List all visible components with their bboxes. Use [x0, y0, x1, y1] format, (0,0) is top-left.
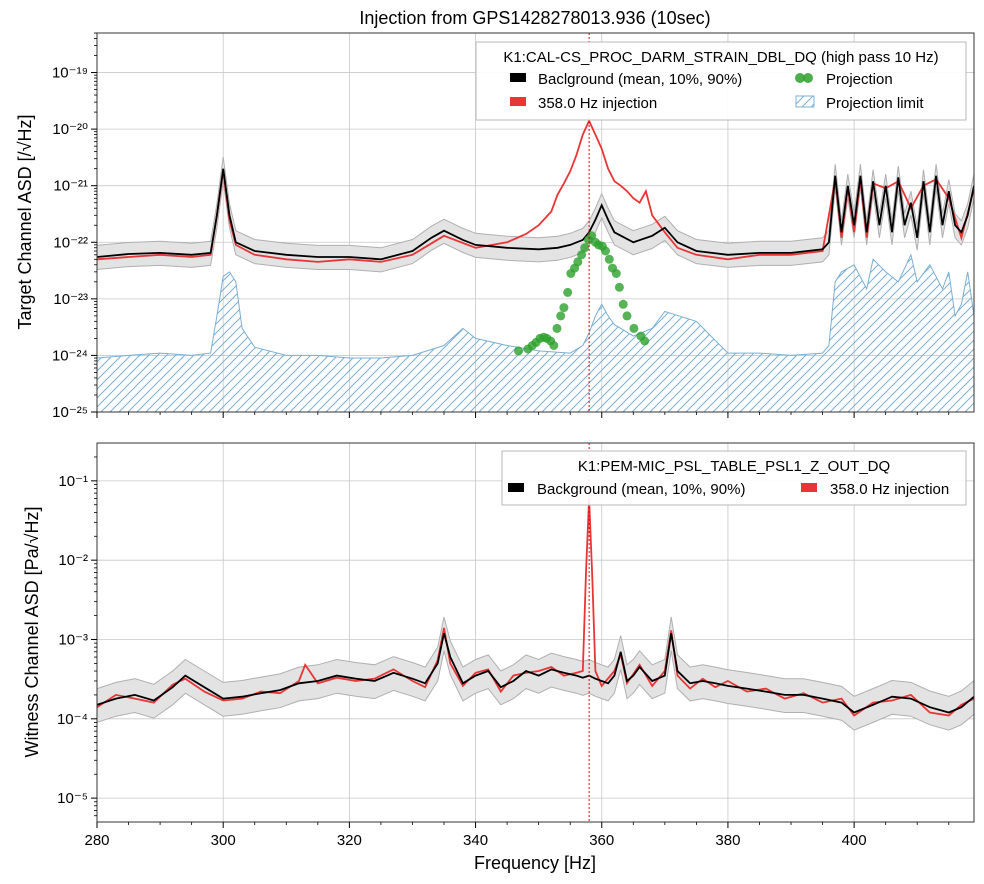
projection-point — [549, 341, 559, 350]
x-tick-label: 300 — [211, 832, 236, 849]
projection-point — [618, 299, 628, 309]
projection-point — [604, 254, 614, 264]
witness-plot-frame — [96, 442, 975, 823]
witness-y-axis-label: Witness Channel ASD [Pa/√Hz] — [22, 507, 42, 758]
panel-target: 10⁻²⁵ 10⁻²⁴ 10⁻²³ 10⁻²² 10⁻²¹ 10⁻²⁰ 10⁻¹⁹ Targ… — [15, 32, 975, 421]
witness-y-ticks: 10⁻⁵ 10⁻⁴ 10⁻³ 10⁻² 10⁻¹ — [57, 456, 97, 817]
projection-point — [563, 287, 573, 297]
x-tick-label: 380 — [715, 832, 740, 849]
witness-background-p90-line — [97, 616, 974, 697]
projection-point — [640, 336, 650, 346]
projection-point — [580, 243, 590, 253]
projection-point — [552, 323, 562, 333]
legend-swatch-projection-b — [803, 73, 813, 83]
y-tick-label: 10⁻²⁴ — [52, 347, 88, 364]
projection-point — [514, 346, 523, 356]
target-legend-injection: 358.0 Hz injection — [538, 95, 657, 112]
legend-swatch-projection-limit — [795, 95, 815, 108]
target-y-axis-label: Target Channel ASD [/√Hz] — [15, 115, 35, 330]
projection-point — [622, 311, 632, 321]
y-tick-label: 10⁻¹ — [58, 473, 88, 490]
projection-point — [556, 311, 566, 321]
y-tick-label: 10⁻¹⁹ — [52, 65, 88, 82]
projection-point — [611, 269, 621, 278]
y-tick-label: 10⁻² — [58, 552, 88, 569]
projection-point — [559, 303, 569, 313]
y-tick-label: 10⁻²² — [53, 234, 88, 251]
target-y-ticks: 10⁻²⁵ 10⁻²⁴ 10⁻²³ 10⁻²² 10⁻²¹ 10⁻²⁰ 10⁻¹⁹ — [52, 32, 97, 421]
witness-background-p10-line — [97, 650, 974, 731]
target-x-ticks — [96, 412, 950, 418]
target-background-band — [97, 157, 974, 272]
y-tick-label: 10⁻⁴ — [57, 711, 88, 728]
y-tick-label: 10⁻⁵ — [57, 790, 88, 807]
witness-x-ticks: 280 300 320 340 360 380 400 — [84, 822, 950, 849]
projection-point — [614, 282, 624, 292]
x-tick-label: 340 — [463, 832, 488, 849]
witness-legend-injection: 358.0 Hz injection — [830, 481, 949, 498]
panel-witness: 10⁻⁵ 10⁻⁴ 10⁻³ 10⁻² 10⁻¹ 280 300 320 340 360 380 4… — [22, 442, 975, 849]
witness-background-mean-line — [97, 632, 974, 714]
target-background-p90-line — [97, 157, 974, 249]
y-tick-label: 10⁻²¹ — [53, 178, 88, 195]
projection-limit-area — [97, 253, 974, 412]
y-tick-label: 10⁻²⁰ — [52, 121, 88, 138]
legend-swatch-injection — [510, 97, 526, 106]
witness-legend-swatch-background — [508, 483, 524, 492]
target-background-p10-line — [97, 181, 974, 273]
target-legend-title: K1:CAL-CS_PROC_DARM_STRAIN_DBL_DQ (high … — [503, 49, 938, 66]
x-tick-label: 400 — [842, 832, 867, 849]
x-tick-label: 360 — [589, 832, 614, 849]
projection-point — [573, 257, 583, 267]
projection-point — [629, 323, 639, 333]
target-legend-background: Baclground (mean, 10%, 90%) — [538, 71, 742, 88]
target-plot-frame — [96, 32, 975, 413]
x-tick-label: 320 — [337, 832, 362, 849]
y-tick-label: 10⁻²³ — [53, 291, 88, 308]
x-axis-label: Frequency [Hz] — [474, 853, 596, 873]
chart-title: Injection from GPS1428278013.936 (10sec) — [359, 8, 710, 28]
projection-point — [601, 246, 610, 256]
witness-legend: K1:PEM-MIC_PSL_TABLE_PSL1_Z_OUT_DQ Backg… — [501, 450, 967, 506]
witness-legend-background: Background (mean, 10%, 90%) — [537, 481, 745, 498]
target-background-mean-line — [97, 168, 974, 261]
x-tick-label: 280 — [84, 832, 109, 849]
target-legend: K1:CAL-CS_PROC_DARM_STRAIN_DBL_DQ (high … — [475, 41, 967, 121]
projection-point — [577, 250, 587, 260]
legend-swatch-background — [510, 73, 526, 82]
y-tick-label: 10⁻²⁵ — [52, 404, 88, 421]
witness-legend-title: K1:PEM-MIC_PSL_TABLE_PSL1_Z_OUT_DQ — [578, 458, 890, 475]
legend-swatch-projection-a — [795, 73, 805, 83]
target-legend-projection-limit: Projection limit — [826, 95, 924, 112]
witness-legend-swatch-injection — [801, 483, 817, 492]
y-tick-label: 10⁻³ — [58, 631, 88, 648]
target-legend-projection: Projection — [826, 71, 893, 88]
